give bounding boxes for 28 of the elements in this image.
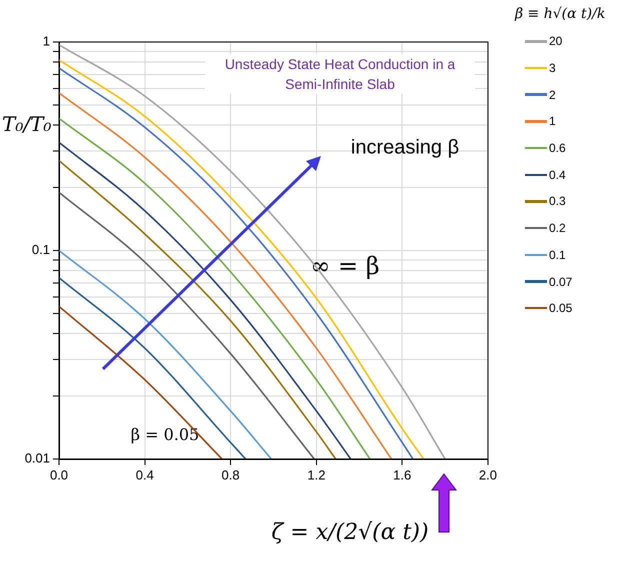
- line-series: [59, 250, 272, 459]
- y-axis-title: T₀/T₀: [2, 112, 52, 136]
- legend-label: 0.1: [549, 248, 566, 262]
- y-tick-label: 0.1: [32, 242, 50, 258]
- legend-label: 20: [549, 34, 562, 48]
- legend-label: 0.4: [549, 168, 566, 182]
- text: Unsteady State Heat Conduction in a Semi-Infinite Slab: [205, 54, 475, 94]
- legend-label: 3: [549, 61, 556, 76]
- x-tick-label: 1.2: [307, 467, 326, 482]
- y-tick-label: 0.01: [24, 450, 50, 466]
- x-tick-label: 0.0: [50, 467, 68, 482]
- annotation: β = 0.05: [130, 425, 200, 444]
- x-tick-label: 0.4: [136, 467, 154, 482]
- x-tick-label: 0.8: [222, 467, 240, 482]
- legend-label: 0.05: [549, 301, 572, 316]
- x-axis-title: ζ = x/(2√(α t)): [270, 520, 430, 545]
- x-tick-label: 2.0: [478, 467, 498, 482]
- legend-label: 0.2: [549, 221, 566, 236]
- legend-label: 0.07: [549, 274, 572, 289]
- line-series: [59, 276, 246, 459]
- legend-label: 2: [549, 88, 556, 102]
- y-tick-label: 1: [42, 34, 50, 49]
- legend-label: 0.3: [549, 194, 566, 208]
- annotation: increasing β: [350, 136, 460, 159]
- legend-label: 1: [549, 114, 556, 128]
- legend-title: β ≡ h√(α t)/k: [515, 6, 606, 22]
- x-tick-label: 1.6: [393, 467, 412, 482]
- legend-label: 0.6: [549, 141, 566, 156]
